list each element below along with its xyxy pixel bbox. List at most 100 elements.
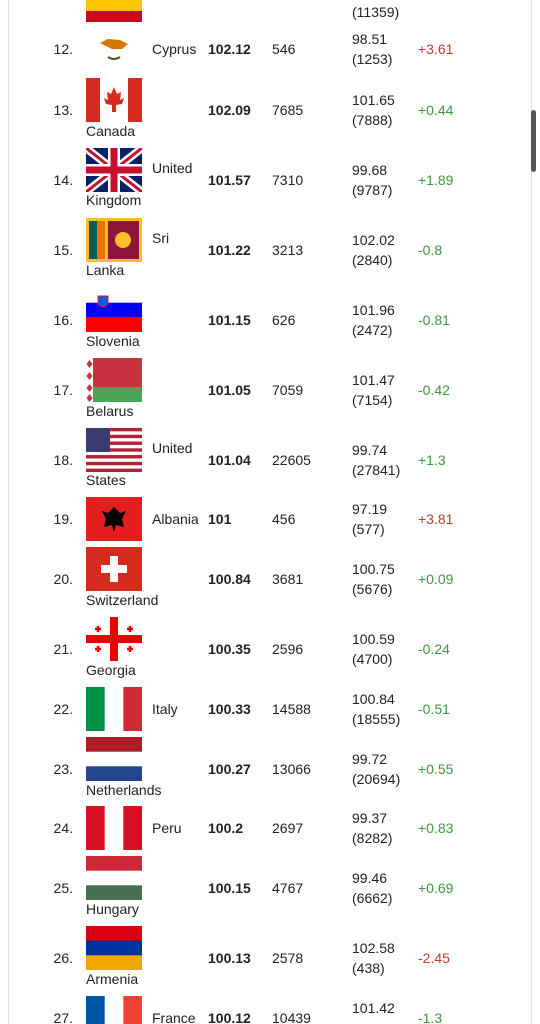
country-name: Albania bbox=[152, 511, 199, 527]
count: 13066 bbox=[272, 761, 311, 777]
flag bbox=[86, 27, 142, 71]
change: +1.3 bbox=[418, 452, 446, 468]
prev-count: (2472) bbox=[352, 322, 393, 338]
prev-count: (11359) bbox=[352, 4, 400, 20]
prev-score: 99.68 bbox=[352, 162, 388, 178]
rank: 14. bbox=[53, 172, 73, 188]
country-name: Armenia bbox=[86, 971, 139, 987]
prev-count: (7154) bbox=[352, 392, 393, 408]
prev-score: 97.19 bbox=[352, 501, 388, 517]
flag bbox=[86, 497, 142, 541]
count: 10439 bbox=[272, 1010, 311, 1024]
prev-count: (438) bbox=[352, 960, 385, 976]
prev-count: (577) bbox=[352, 521, 385, 537]
left-border bbox=[8, 0, 9, 1024]
score: 100.2 bbox=[208, 820, 244, 836]
rank: 24. bbox=[53, 820, 73, 836]
country-name: Canada bbox=[86, 123, 136, 139]
prev-count: (8282) bbox=[352, 830, 393, 846]
prev-score: 102.02 bbox=[352, 232, 395, 248]
rank: 20. bbox=[53, 571, 73, 587]
score: 101.05 bbox=[208, 382, 251, 398]
prev-score: 100.59 bbox=[352, 631, 395, 647]
count: 2697 bbox=[272, 820, 304, 836]
rank: 13. bbox=[53, 102, 73, 118]
rank: 25. bbox=[53, 880, 73, 896]
prev-count: (20694) bbox=[352, 771, 401, 787]
prev-count: (2840) bbox=[352, 252, 393, 268]
score: 101 bbox=[208, 511, 232, 527]
change: -0.42 bbox=[418, 382, 450, 398]
change: +0.69 bbox=[418, 880, 454, 896]
change: +1.89 bbox=[418, 172, 454, 188]
country-name: Slovenia bbox=[86, 333, 140, 349]
change: +0.44 bbox=[418, 102, 454, 118]
score: 101.57 bbox=[208, 172, 251, 188]
rank: 27. bbox=[53, 1010, 73, 1024]
count: 546 bbox=[272, 41, 296, 57]
prev-score: 101.96 bbox=[352, 302, 395, 318]
country-name: France bbox=[152, 1010, 196, 1024]
prev-score: 101.47 bbox=[352, 372, 395, 388]
score: 101.15 bbox=[208, 312, 251, 328]
change: -0.81 bbox=[418, 312, 450, 328]
prev-score: 101.65 bbox=[352, 92, 395, 108]
country-name: Italy bbox=[152, 701, 178, 717]
flag bbox=[86, 0, 142, 22]
flag bbox=[86, 926, 142, 970]
country-name: Georgia bbox=[86, 662, 136, 678]
change: +3.81 bbox=[418, 511, 454, 527]
prev-score: 99.74 bbox=[352, 442, 388, 458]
score: 100.13 bbox=[208, 950, 251, 966]
count: 14588 bbox=[272, 701, 311, 717]
count: 7310 bbox=[272, 172, 304, 188]
country-name: United Kingdom bbox=[86, 160, 193, 208]
count: 2596 bbox=[272, 641, 304, 657]
rank: 23. bbox=[53, 761, 73, 777]
count: 2578 bbox=[272, 950, 304, 966]
country-name: Peru bbox=[152, 820, 182, 836]
score: 102.09 bbox=[208, 102, 251, 118]
rank: 16. bbox=[53, 312, 73, 328]
flag bbox=[86, 547, 142, 591]
change: -0.51 bbox=[418, 701, 450, 717]
prev-score: 101.42 bbox=[352, 1000, 395, 1016]
count: 7059 bbox=[272, 382, 304, 398]
rank: 21. bbox=[53, 641, 73, 657]
change: +0.09 bbox=[418, 571, 454, 587]
rank: 19. bbox=[53, 511, 73, 527]
count: 22605 bbox=[272, 452, 311, 468]
prev-count: (1253) bbox=[352, 51, 393, 67]
score: 100.15 bbox=[208, 880, 251, 896]
prev-score: 100.84 bbox=[352, 691, 395, 707]
score: 101.22 bbox=[208, 242, 251, 258]
country-name: Switzerland bbox=[86, 592, 159, 608]
count: 3213 bbox=[272, 242, 304, 258]
country-name: Sri Lanka bbox=[86, 230, 170, 278]
change: -0.8 bbox=[418, 242, 443, 258]
score: 102.12 bbox=[208, 41, 251, 57]
flag bbox=[86, 428, 142, 472]
prev-count: (5676) bbox=[352, 581, 393, 597]
change: -2.45 bbox=[418, 950, 450, 966]
prev-count: (27841) bbox=[352, 462, 401, 478]
prev-score: 98.51 bbox=[352, 31, 388, 47]
score: 100.33 bbox=[208, 701, 251, 717]
flag bbox=[86, 617, 142, 661]
country-name: United States bbox=[86, 440, 193, 488]
flag bbox=[86, 737, 142, 781]
flag bbox=[86, 288, 142, 332]
prev-score: 99.46 bbox=[352, 870, 388, 886]
country-name: Belarus bbox=[86, 403, 134, 419]
right-border bbox=[531, 0, 532, 1024]
flag bbox=[86, 687, 142, 731]
rank: 26. bbox=[53, 950, 73, 966]
rank: 12. bbox=[53, 41, 73, 57]
prev-count: (18555) bbox=[352, 711, 401, 727]
prev-count: (7888) bbox=[352, 112, 393, 128]
prev-score: 100.75 bbox=[352, 561, 395, 577]
rank: 15. bbox=[53, 242, 73, 258]
count: 7685 bbox=[272, 102, 304, 118]
flag bbox=[86, 996, 142, 1024]
